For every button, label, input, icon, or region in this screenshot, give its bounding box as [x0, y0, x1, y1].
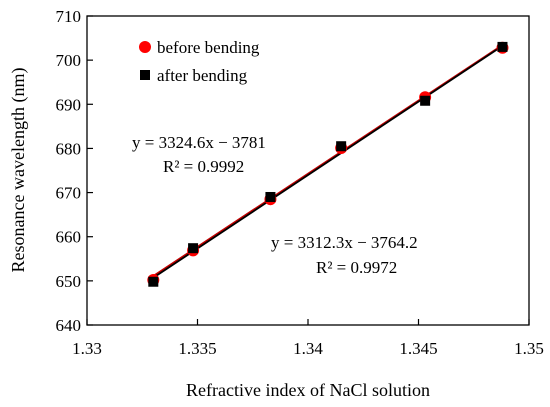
data-points — [147, 41, 509, 287]
y-tick-label: 710 — [56, 7, 82, 26]
x-tick-label: 1.33 — [72, 339, 102, 358]
y-tick-label: 700 — [56, 51, 82, 70]
point-after-bending — [148, 276, 159, 287]
equation-before-bending: y = 3312.3x − 3764.2 R² = 0.9972 — [271, 233, 418, 277]
x-axis-label: Refractive index of NaCl solution — [186, 380, 430, 400]
y-axis-label: Resonance wavelength (nm) — [8, 68, 29, 273]
point-after-bending — [420, 95, 431, 106]
point-after-bending — [188, 243, 199, 254]
trendlines — [152, 44, 503, 279]
y-tick-label: 690 — [56, 95, 82, 114]
equation-after-bending-r2: R² = 0.9992 — [163, 157, 244, 176]
legend-label-after-bending: after bending — [157, 66, 248, 85]
point-after-bending — [265, 191, 276, 202]
point-after-bending — [497, 41, 508, 52]
x-tick-label: 1.34 — [293, 339, 323, 358]
x-tick-label: 1.345 — [399, 339, 437, 358]
y-tick-label: 650 — [56, 272, 82, 291]
legend-marker-after-bending — [140, 70, 150, 80]
legend: before bending after bending — [139, 38, 260, 85]
y-tick-label: 670 — [56, 184, 82, 203]
equation-after-bending-line: y = 3324.6x − 3781 — [132, 133, 266, 152]
y-tick-label: 640 — [56, 316, 82, 335]
x-tick-label: 1.335 — [178, 339, 216, 358]
x-axis-ticks: 1.33 1.335 1.34 1.345 1.35 — [72, 319, 544, 358]
trendline-after-bending — [152, 45, 503, 279]
equation-before-bending-line: y = 3312.3x − 3764.2 — [271, 233, 418, 252]
equation-before-bending-r2: R² = 0.9972 — [316, 258, 397, 277]
x-tick-label: 1.35 — [514, 339, 544, 358]
y-tick-label: 680 — [56, 139, 82, 158]
legend-label-before-bending: before bending — [157, 38, 260, 57]
equation-after-bending: y = 3324.6x − 3781 R² = 0.9992 — [132, 133, 266, 176]
point-after-bending — [336, 141, 347, 152]
legend-marker-before-bending — [139, 41, 151, 53]
y-axis-ticks: 640 650 660 670 680 690 700 710 — [56, 7, 93, 335]
y-tick-label: 660 — [56, 228, 82, 247]
